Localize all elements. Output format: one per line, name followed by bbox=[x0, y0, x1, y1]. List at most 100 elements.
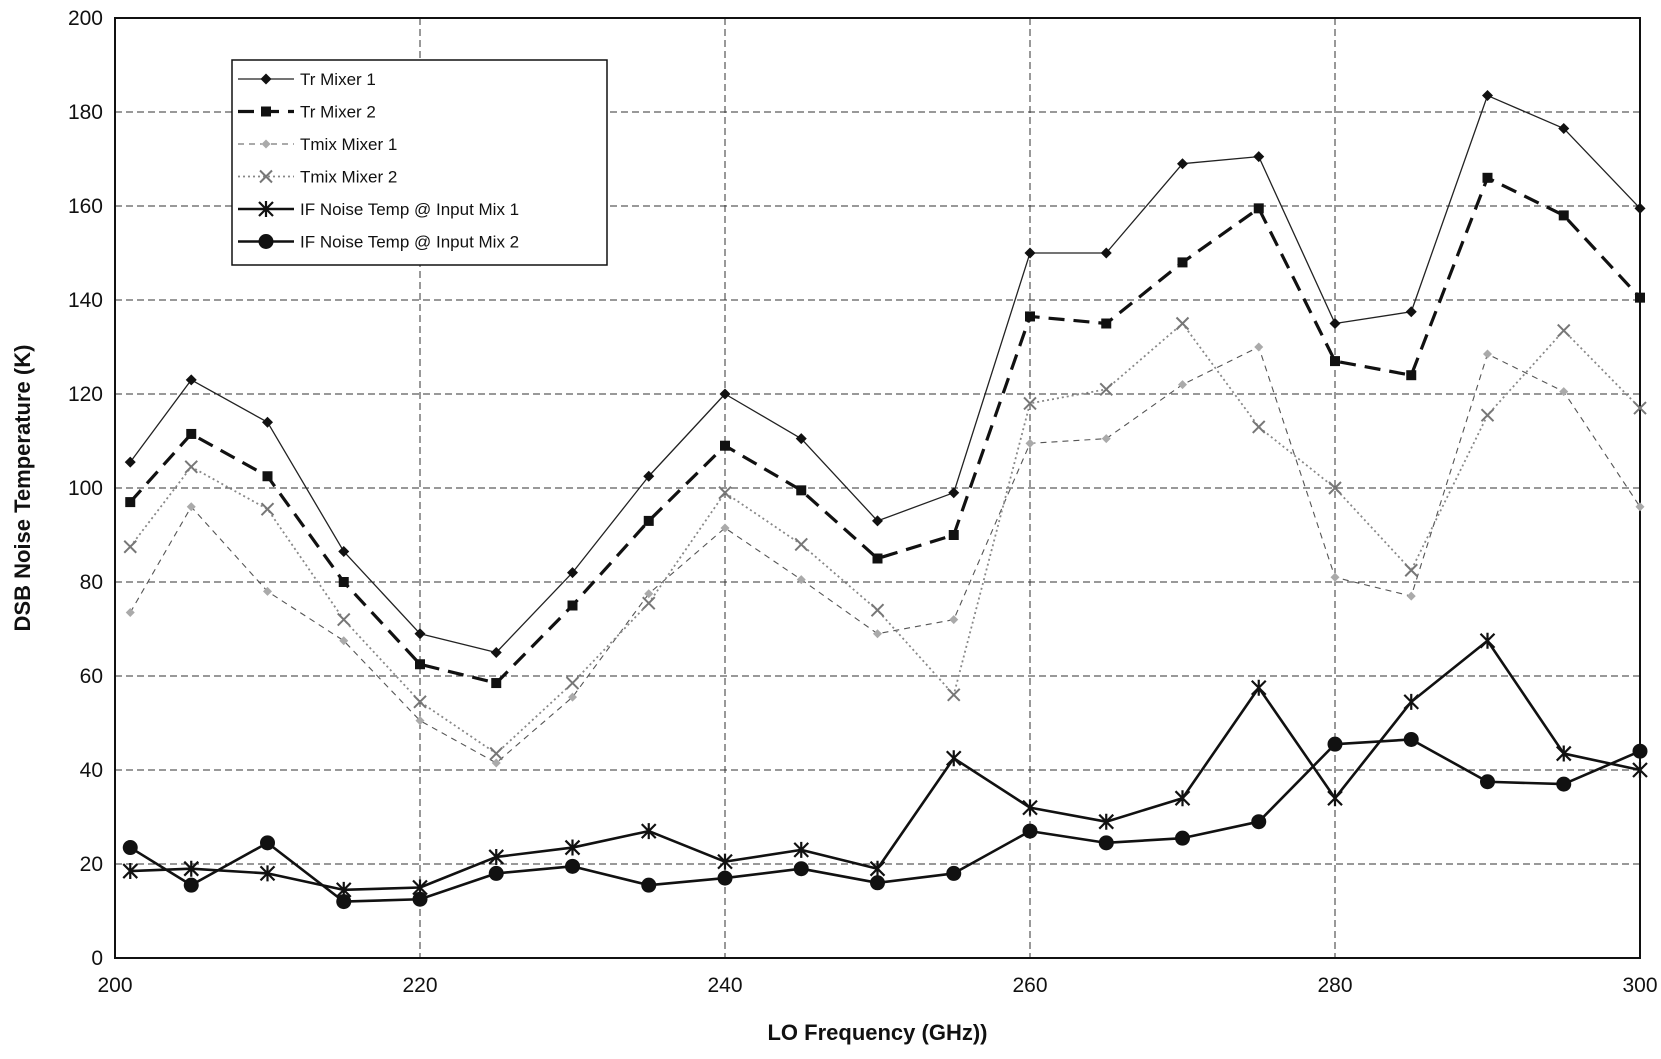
data-point bbox=[338, 577, 349, 587]
x-tick-label: 280 bbox=[1317, 974, 1352, 997]
gridlines bbox=[115, 18, 1640, 958]
legend-swatch-marker bbox=[261, 139, 271, 149]
y-tick-label: 80 bbox=[80, 571, 103, 594]
legend-swatch-marker bbox=[258, 234, 274, 249]
data-point bbox=[1558, 210, 1569, 221]
data-point bbox=[1405, 306, 1417, 318]
data-point bbox=[948, 530, 959, 540]
data-point bbox=[796, 485, 807, 496]
data-point bbox=[643, 470, 655, 482]
legend-label: IF Noise Temp @ Input Mix 1 bbox=[300, 200, 519, 219]
data-point bbox=[1557, 323, 1571, 338]
data-point bbox=[338, 545, 350, 557]
data-point bbox=[183, 860, 200, 877]
data-point bbox=[1251, 814, 1267, 830]
data-point bbox=[640, 823, 657, 840]
y-tick-label: 40 bbox=[80, 759, 103, 782]
data-point bbox=[413, 695, 427, 709]
y-axis-title: DSB Noise Temperature (K) bbox=[10, 345, 35, 632]
data-point bbox=[1329, 318, 1341, 329]
data-point bbox=[1098, 813, 1115, 830]
y-tick-label: 100 bbox=[68, 477, 103, 500]
data-point bbox=[717, 870, 733, 886]
data-point bbox=[489, 746, 503, 761]
series-6 bbox=[122, 731, 1648, 910]
data-point bbox=[869, 860, 886, 877]
data-point bbox=[1404, 563, 1418, 577]
series-line bbox=[129, 322, 1641, 755]
data-point bbox=[1178, 380, 1187, 390]
data-point bbox=[872, 515, 883, 527]
data-point bbox=[718, 485, 732, 500]
data-point bbox=[185, 374, 197, 386]
data-point bbox=[795, 433, 807, 445]
data-point bbox=[717, 853, 733, 870]
y-tick-label: 60 bbox=[80, 665, 103, 688]
data-point bbox=[124, 456, 136, 468]
data-point bbox=[1479, 632, 1496, 649]
data-point bbox=[1252, 420, 1266, 434]
data-point bbox=[720, 523, 730, 533]
data-point bbox=[1558, 122, 1570, 134]
data-point bbox=[1175, 316, 1190, 331]
data-point bbox=[1328, 481, 1342, 495]
legend-swatch-marker bbox=[258, 201, 274, 217]
data-point bbox=[1480, 774, 1495, 790]
data-point bbox=[490, 647, 502, 658]
series-line bbox=[130, 639, 1641, 892]
data-point bbox=[337, 612, 351, 627]
y-tick-label: 120 bbox=[68, 383, 103, 406]
data-point bbox=[1327, 736, 1343, 752]
data-point bbox=[125, 497, 136, 508]
data-point bbox=[415, 716, 425, 726]
data-point bbox=[872, 553, 883, 564]
y-tick-label: 200 bbox=[68, 7, 103, 30]
data-point bbox=[949, 615, 959, 625]
data-point bbox=[1406, 370, 1417, 381]
data-point bbox=[262, 471, 273, 482]
data-point bbox=[491, 758, 501, 768]
data-point bbox=[1022, 799, 1038, 816]
data-point bbox=[1330, 572, 1340, 582]
data-point bbox=[1330, 356, 1340, 367]
data-point bbox=[488, 865, 504, 881]
data-point bbox=[260, 835, 275, 851]
data-point bbox=[1175, 830, 1190, 846]
data-point bbox=[1483, 349, 1492, 359]
data-point bbox=[1482, 172, 1493, 183]
y-tick-label: 0 bbox=[91, 947, 103, 970]
data-point bbox=[186, 428, 197, 439]
legend-label: Tmix Mixer 2 bbox=[300, 168, 397, 187]
data-point bbox=[1556, 776, 1572, 792]
data-point bbox=[565, 858, 580, 874]
data-point bbox=[1174, 790, 1191, 807]
data-point bbox=[122, 840, 138, 856]
data-point bbox=[1024, 247, 1036, 259]
data-point bbox=[1177, 257, 1188, 268]
legend: Tr Mixer 1 Tr Mixer 2 Tmix Mixer 1 Tmix Mix… bbox=[231, 59, 608, 266]
data-point bbox=[794, 537, 808, 552]
data-point bbox=[1023, 396, 1037, 411]
data-point bbox=[186, 502, 196, 512]
data-point bbox=[1403, 731, 1419, 747]
data-point bbox=[1099, 382, 1113, 397]
data-point bbox=[719, 388, 731, 400]
legend-box bbox=[231, 59, 608, 266]
data-point bbox=[122, 863, 139, 880]
data-point bbox=[414, 628, 426, 640]
data-point bbox=[870, 875, 885, 891]
data-point bbox=[1025, 311, 1035, 322]
series-1 bbox=[124, 90, 1646, 658]
data-point bbox=[1632, 762, 1648, 778]
data-point bbox=[644, 589, 654, 599]
data-point bbox=[259, 865, 276, 882]
data-point bbox=[415, 659, 425, 670]
data-point bbox=[796, 575, 806, 585]
legend-label: Tr Mixer 2 bbox=[300, 103, 376, 122]
data-point bbox=[123, 540, 137, 554]
y-tick-label: 20 bbox=[80, 853, 103, 876]
legend-label: Tr Mixer 1 bbox=[300, 70, 376, 89]
x-tick-label: 220 bbox=[402, 974, 437, 997]
data-point bbox=[720, 440, 730, 451]
